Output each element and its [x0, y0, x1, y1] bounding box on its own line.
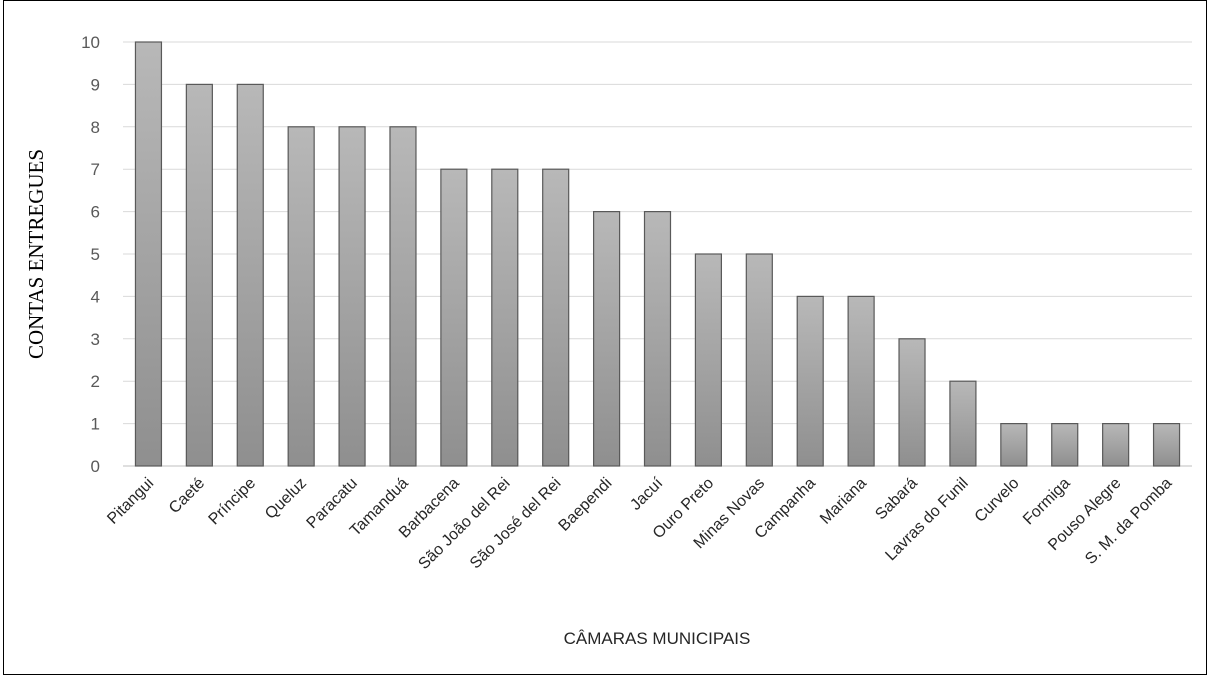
x-axis-title: CÂMARAS MUNICIPAIS — [564, 629, 751, 648]
x-tick-label: São José del Rei — [467, 475, 565, 573]
bar — [1051, 423, 1079, 467]
bar — [491, 168, 519, 467]
y-axis-ticks: 0 1 2 3 4 5 6 7 8 9 10 — [81, 33, 100, 476]
x-tick-label: Caeté — [166, 475, 208, 517]
y-tick-label: 0 — [91, 457, 100, 476]
bar — [1000, 423, 1028, 467]
y-axis-title: CONTAS ENTREGUES — [24, 149, 48, 359]
y-tick-label: 10 — [81, 33, 100, 52]
bar — [796, 295, 824, 467]
y-tick-label: 3 — [91, 330, 100, 349]
y-tick-label: 9 — [91, 75, 100, 94]
y-tick-label: 7 — [91, 160, 100, 179]
x-tick-label: Príncipe — [206, 475, 260, 529]
bar — [287, 126, 315, 467]
x-tick-label: Jacuí — [627, 474, 666, 513]
y-tick-label: 4 — [91, 287, 100, 306]
x-tick-label: Sabará — [872, 475, 921, 524]
bar — [542, 168, 570, 467]
bar — [592, 211, 621, 467]
bar — [898, 338, 926, 467]
bar — [949, 380, 977, 467]
x-tick-label: Mariana — [817, 475, 870, 528]
bar — [745, 253, 773, 467]
bar — [389, 126, 417, 467]
x-tick-label: Pitangui — [104, 475, 157, 528]
bar — [236, 83, 264, 467]
x-tick-label: Baependi — [556, 475, 616, 535]
bar — [185, 83, 213, 467]
bar — [694, 253, 723, 467]
y-tick-label: 6 — [91, 203, 100, 222]
x-tick-label: Curvelo — [972, 475, 1023, 526]
x-tick-label: São João del Rei — [415, 475, 513, 573]
x-tick-label: S. M. da Pomba — [1082, 475, 1175, 568]
bar — [1152, 423, 1181, 467]
bars — [134, 41, 1181, 467]
bar — [134, 41, 163, 467]
x-tick-label: Queluz — [262, 475, 310, 523]
bar — [338, 126, 366, 467]
bar — [643, 211, 672, 467]
y-tick-label: 8 — [91, 118, 100, 137]
bar — [847, 295, 875, 467]
y-tick-label: 1 — [91, 415, 100, 434]
bar — [440, 168, 468, 467]
y-tick-label: 5 — [91, 245, 100, 264]
bar — [1102, 423, 1130, 467]
y-tick-label: 2 — [91, 372, 100, 391]
